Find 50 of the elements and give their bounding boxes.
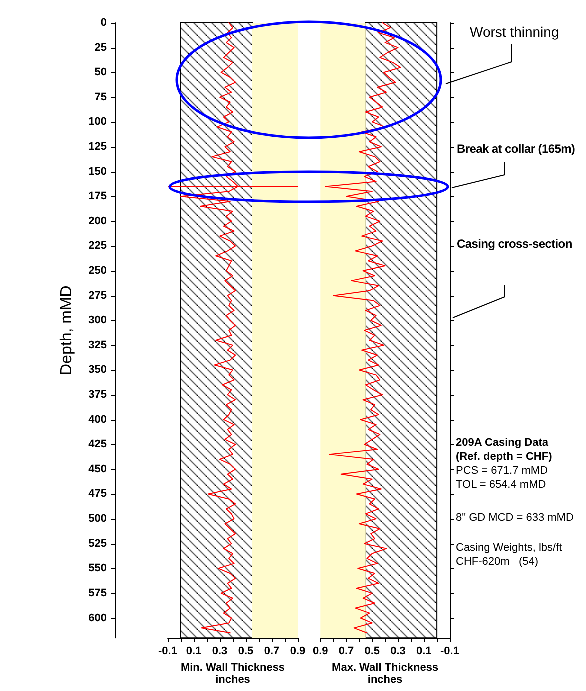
y-tick-label: 175 xyxy=(88,190,107,203)
text: CHF-620m (54) xyxy=(456,556,539,569)
x-tick-label: 0.5 xyxy=(364,646,380,658)
x-tick-label: 0.3 xyxy=(212,646,228,658)
text: (Ref. depth = CHF) xyxy=(456,451,552,464)
y-tick-label: 300 xyxy=(88,314,107,327)
y-tick-label: 500 xyxy=(88,513,107,526)
y-tick-label: 250 xyxy=(88,265,107,278)
text: Casing Weights, lbs/ft xyxy=(456,542,562,555)
y-tick-label: 50 xyxy=(94,66,107,79)
y-axis-title: Depth, mMD xyxy=(58,286,76,376)
x-tick-label: 0.1 xyxy=(186,646,202,658)
x-tick-label: 0.9 xyxy=(312,646,328,658)
text: TOL = 654.4 mMD xyxy=(456,479,546,492)
x-tick-label: -0.1 xyxy=(440,646,460,658)
y-tick-label: 150 xyxy=(88,166,107,178)
text: 8" GD MCD = 633 mMD xyxy=(456,512,574,525)
y-tick-label: 100 xyxy=(88,116,107,128)
y-tick-label: 525 xyxy=(88,538,107,550)
text: Worst thinning xyxy=(470,24,560,40)
text: 209A Casing Data xyxy=(456,437,549,450)
text: Break at collar (165m) xyxy=(457,142,576,157)
x-tick-label: -0.1 xyxy=(158,646,178,658)
x-tick-label: 0.1 xyxy=(416,646,432,658)
y-tick-label: 400 xyxy=(88,414,107,426)
text: PCS = 671.7 mMD xyxy=(456,465,548,478)
y-tick-label: 25 xyxy=(94,42,107,54)
y-tick-label: 325 xyxy=(88,339,107,352)
y-tick-label: 0 xyxy=(100,17,107,29)
x-axis-title: Max. Wall Thickness inches xyxy=(332,662,439,686)
y-tick-label: 450 xyxy=(88,463,107,476)
x-tick-label: 0.3 xyxy=(390,646,406,658)
y-tick-label: 550 xyxy=(88,562,107,575)
y-tick-label: 350 xyxy=(88,364,107,376)
x-axis-title: Min. Wall Thickness inches xyxy=(180,662,286,686)
y-tick-label: 225 xyxy=(88,240,107,252)
y-tick-label: 475 xyxy=(88,488,107,500)
y-tick-label: 375 xyxy=(88,389,107,402)
y-tick-label: 600 xyxy=(88,612,107,624)
y-tick-label: 200 xyxy=(88,215,107,228)
y-tick-label: 125 xyxy=(88,141,107,154)
y-tick-label: 425 xyxy=(88,438,107,451)
y-tick-label: 275 xyxy=(88,290,107,302)
y-tick-label: 75 xyxy=(94,91,107,104)
y-tick-label: 575 xyxy=(88,587,107,600)
x-tick-label: 0.9 xyxy=(290,646,306,658)
x-tick-label: 0.7 xyxy=(264,646,280,658)
x-tick-label: 0.5 xyxy=(238,646,254,658)
text: Casing cross-section xyxy=(457,237,572,252)
x-tick-label: 0.7 xyxy=(338,646,354,658)
